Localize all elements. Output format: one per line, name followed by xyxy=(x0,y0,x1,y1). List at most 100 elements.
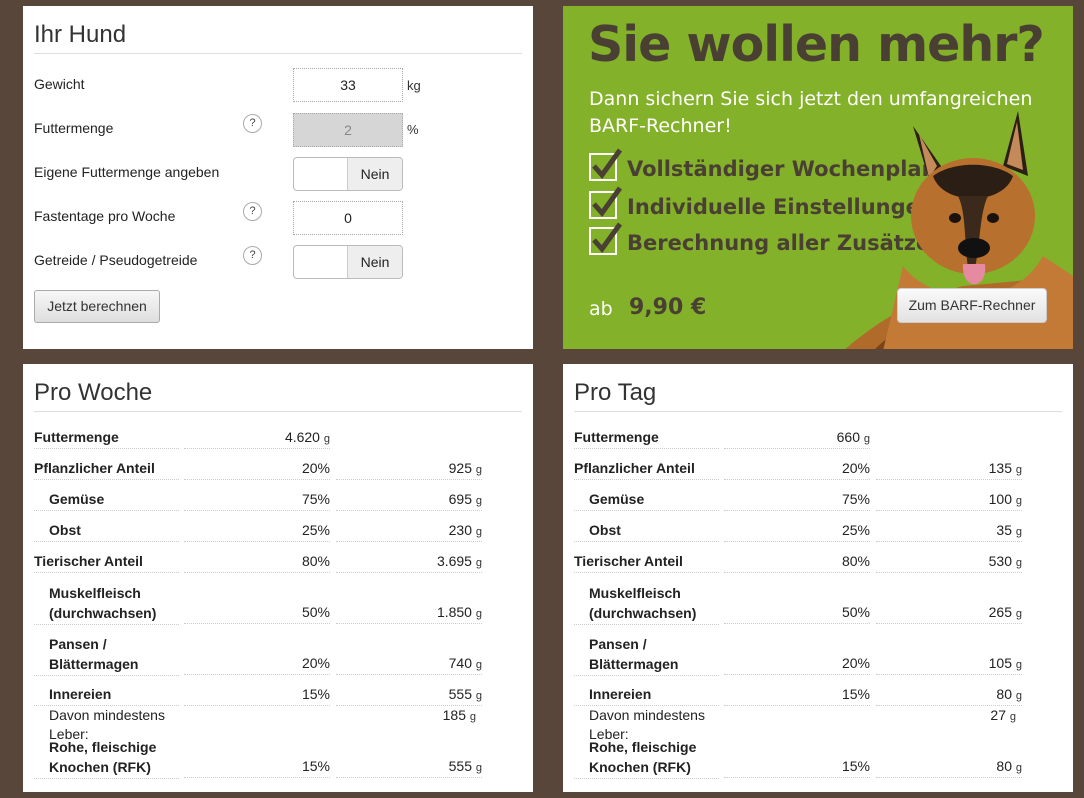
unit-gram: g xyxy=(475,495,482,507)
grams-value: 3.695 xyxy=(436,553,472,569)
feature-label: Individuelle Einstellungen xyxy=(627,195,935,219)
help-icon[interactable]: ? xyxy=(243,114,262,133)
row-grams: 3.695 g xyxy=(336,552,482,573)
unit-gram: g xyxy=(475,690,482,702)
grams-value: 80 xyxy=(996,686,1012,702)
own-amount-label: Eigene Futtermenge angeben xyxy=(34,164,220,180)
unit-gram: g xyxy=(1015,608,1022,620)
row-label-line: Muskelfleisch xyxy=(589,585,681,601)
row-grams: 185 g xyxy=(336,706,476,727)
per-week-panel: Pro Woche Futtermenge 4.620 g Pflanzlicher… xyxy=(23,364,533,792)
feature-item: Berechnung aller Zusätze xyxy=(589,222,931,260)
fast-days-input[interactable]: 0 xyxy=(293,201,403,235)
unit-gram: g xyxy=(1015,495,1022,507)
percent-value: 25% xyxy=(301,522,330,538)
unit-gram: g xyxy=(475,464,482,476)
row-label: Innereien xyxy=(34,685,179,706)
row-grams: 105 g xyxy=(876,654,1022,675)
grams-value: 925 xyxy=(448,460,472,476)
grams-value: 105 xyxy=(988,655,1012,671)
grams-value: 265 xyxy=(988,604,1012,620)
own-amount-toggle[interactable]: Nein xyxy=(293,157,403,191)
help-icon[interactable]: ? xyxy=(243,246,262,265)
row-percent: 15% xyxy=(184,757,330,778)
row-label-line: (durchwachsen) xyxy=(49,605,157,621)
row-grams: 265 g xyxy=(876,603,1022,624)
row-percent: 75% xyxy=(184,490,330,511)
row-label-line: Rohe, fleischige xyxy=(589,739,697,755)
row-label-line: Knochen (RFK) xyxy=(49,759,151,775)
grams-value: 27 xyxy=(990,707,1006,723)
grams-value: 555 xyxy=(448,686,472,702)
weight-input[interactable]: 33 xyxy=(293,68,403,102)
percent-value: 20% xyxy=(841,655,870,671)
weight-unit: kg xyxy=(407,78,421,93)
row-label: Pflanzlicher Anteil xyxy=(34,459,179,480)
grams-value: 80 xyxy=(996,758,1012,774)
row-percent: 50% xyxy=(184,603,330,624)
percent-value: 15% xyxy=(301,686,330,702)
row-percent: 80% xyxy=(184,552,330,573)
grams-value: 135 xyxy=(988,460,1012,476)
help-icon[interactable]: ? xyxy=(243,202,262,221)
unit-gram: g xyxy=(469,711,476,723)
row-label: Davon mindestens Leber: xyxy=(49,707,165,742)
grain-toggle[interactable]: Nein xyxy=(293,245,403,279)
row-label: Tierischer Anteil xyxy=(34,552,179,573)
row-percent xyxy=(724,706,870,727)
weight-label: Gewicht xyxy=(34,76,85,92)
fast-days-label: Fastentage pro Woche xyxy=(34,208,176,224)
calculate-button[interactable]: Jetzt berechnen xyxy=(34,290,160,323)
percent-value: 15% xyxy=(841,686,870,702)
row-grams: 555 g xyxy=(336,685,482,706)
per-day-panel: Pro Tag Futtermenge 660 g Pflanzlicher Ant… xyxy=(563,364,1073,792)
row-label: Rohe, fleischige Knochen (RFK) xyxy=(574,737,719,779)
percent-value: 25% xyxy=(841,522,870,538)
checkbox-icon xyxy=(589,222,623,255)
unit-gram: g xyxy=(1015,690,1022,702)
row-grams: 80 g xyxy=(876,685,1022,706)
row-grams: 35 g xyxy=(876,521,1022,542)
row-label: Obst xyxy=(574,521,719,542)
row-label-line: Muskelfleisch xyxy=(49,585,141,601)
row-percent: 50% xyxy=(724,603,870,624)
percent-value: 20% xyxy=(841,460,870,476)
barf-calculator-button[interactable]: Zum BARF-Rechner xyxy=(897,288,1047,323)
panel-title: Pro Tag xyxy=(574,378,1062,412)
feature-label: Berechnung aller Zusätze xyxy=(627,231,931,255)
row-percent: 15% xyxy=(724,685,870,706)
row-label: Davon mindestens Leber: xyxy=(589,707,705,742)
percent-value: 75% xyxy=(301,491,330,507)
grams-value: 185 xyxy=(442,707,466,723)
row-label: Pflanzlicher Anteil xyxy=(574,459,719,480)
row-label-line: (durchwachsen) xyxy=(589,605,697,621)
row-percent: 80% xyxy=(724,552,870,573)
unit-gram: g xyxy=(1015,659,1022,671)
grams-value: 530 xyxy=(988,553,1012,569)
amount-input: 2 xyxy=(293,113,403,147)
row-percent: 20% xyxy=(184,459,330,480)
percent-value: 15% xyxy=(841,758,870,774)
row-label-line: Rohe, fleischige xyxy=(49,739,157,755)
row-grams: 230 g xyxy=(336,521,482,542)
toggle-state: Nein xyxy=(347,246,402,278)
panel-title: Ihr Hund xyxy=(34,20,522,54)
row-label: Gemüse xyxy=(34,490,179,511)
grams-value: 230 xyxy=(448,522,472,538)
row-percent: 15% xyxy=(724,757,870,778)
row-label: Futtermenge xyxy=(574,428,719,449)
row-label: Tierischer Anteil xyxy=(574,552,719,573)
unit-gram: g xyxy=(323,433,330,445)
price-prefix: ab xyxy=(589,298,613,320)
grain-label: Getreide / Pseudogetreide xyxy=(34,252,198,268)
row-percent: 25% xyxy=(184,521,330,542)
unit-gram: g xyxy=(1009,711,1016,723)
row-label: Pansen / Blättermagen xyxy=(574,634,719,676)
row-grams: 1.850 g xyxy=(336,603,482,624)
percent-value: 80% xyxy=(301,553,330,569)
row-percent: 20% xyxy=(724,654,870,675)
row-label-line: Blättermagen xyxy=(589,656,679,672)
feature-item: Vollständiger Wochenplan xyxy=(589,148,937,186)
percent-value: 80% xyxy=(841,553,870,569)
unit-gram: g xyxy=(475,762,482,774)
